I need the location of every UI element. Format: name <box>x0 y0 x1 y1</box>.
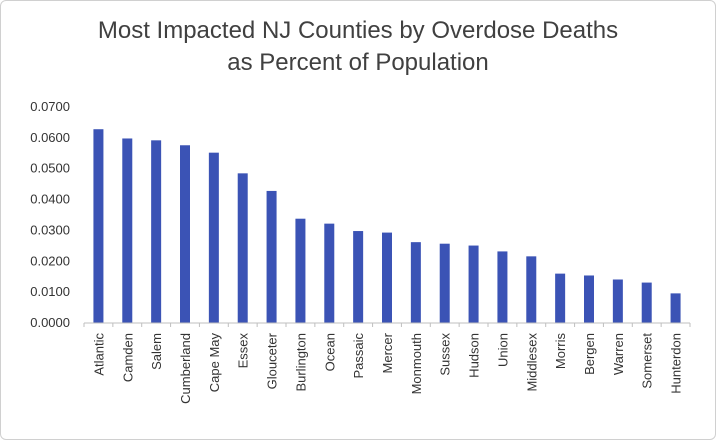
bar-hunterdon <box>670 293 681 323</box>
bar-middlesex <box>526 256 537 323</box>
bar-passaic <box>353 231 364 323</box>
x-tick-label: Morris <box>553 333 568 370</box>
x-tick-label: Hunterdon <box>669 333 684 394</box>
x-tick-label: Hudson <box>467 333 482 378</box>
x-tick-label: Passaic <box>351 333 366 379</box>
bar-sussex <box>439 243 450 323</box>
bar-monmouth <box>410 242 421 323</box>
y-tick-label: 0.0100 <box>30 284 70 299</box>
x-tick-label: Essex <box>236 333 251 369</box>
x-tick-label: Monmouth <box>409 333 424 394</box>
bars <box>93 129 681 323</box>
y-tick-label: 0.0200 <box>30 253 70 268</box>
x-tick-label: Glouceter <box>265 332 280 389</box>
bar-warren <box>612 279 623 323</box>
x-tick-label: Ocean <box>322 333 337 371</box>
x-tick-label: Mercer <box>380 332 395 373</box>
y-tick-label: 0.0500 <box>30 161 70 176</box>
bar-atlantic <box>93 129 104 323</box>
bar-essex <box>237 173 248 323</box>
bar-cumberland <box>180 145 190 323</box>
x-tick-label: Salem <box>149 333 164 370</box>
chart-title-line-1: Most Impacted NJ Counties by Overdose De… <box>97 17 619 44</box>
bar-burlington <box>295 218 306 323</box>
bar-union <box>497 251 508 323</box>
x-tick-label: Middlesex <box>524 333 539 392</box>
bar-camden <box>122 138 133 323</box>
y-axis: 0.0000 0.0100 0.0200 0.0300 0.0400 0.0500 0.06… <box>30 99 70 330</box>
x-axis: Atlantic Camden Salem Cumberland Cape May Ess… <box>83 322 691 404</box>
x-tick-label: Atlantic <box>91 333 106 376</box>
y-tick-label: 0.0600 <box>30 130 70 145</box>
y-tick-label: 0.0400 <box>30 192 70 207</box>
bar-mercer <box>382 232 392 323</box>
x-tick-label: Camden <box>120 333 135 382</box>
y-tick-label: 0.0300 <box>30 222 70 237</box>
bar-hudson <box>468 245 479 323</box>
chart-title-line-2: as Percent of Population <box>227 49 489 76</box>
x-tick-label: Somerset <box>640 333 655 389</box>
bar-morris <box>555 273 566 323</box>
y-tick-label: 0.0700 <box>30 99 70 114</box>
x-tick-label: Sussex <box>438 333 453 376</box>
x-tick-label: Bergen <box>582 333 597 375</box>
bar-glouceter <box>266 190 277 323</box>
bar-cape-may <box>208 152 219 323</box>
bar-salem <box>151 140 162 323</box>
x-tick-label: Burlington <box>293 333 308 392</box>
x-tick-label: Cape May <box>207 333 222 393</box>
bar-ocean <box>324 223 335 323</box>
bar-bergen <box>584 275 594 323</box>
x-tick-label: Warren <box>611 333 626 375</box>
y-tick-label: 0.0000 <box>30 315 70 330</box>
x-tick-label: Union <box>495 333 510 367</box>
x-tick-label: Cumberland <box>178 333 193 404</box>
bar-somerset <box>641 282 652 323</box>
